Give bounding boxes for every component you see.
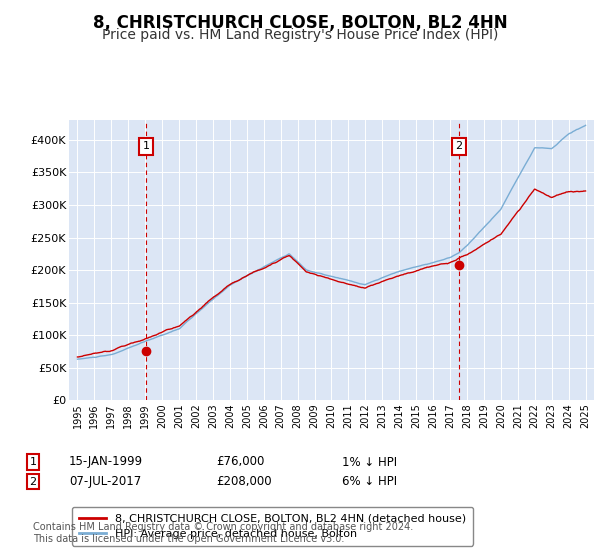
Text: £76,000: £76,000 [216, 455, 265, 469]
Text: £208,000: £208,000 [216, 475, 272, 488]
Text: 2: 2 [29, 477, 37, 487]
Text: 6% ↓ HPI: 6% ↓ HPI [342, 475, 397, 488]
Text: 15-JAN-1999: 15-JAN-1999 [69, 455, 143, 469]
Text: 1: 1 [29, 457, 37, 467]
Text: Price paid vs. HM Land Registry's House Price Index (HPI): Price paid vs. HM Land Registry's House … [102, 28, 498, 42]
Text: 1% ↓ HPI: 1% ↓ HPI [342, 455, 397, 469]
Text: 2: 2 [455, 142, 463, 151]
Text: 07-JUL-2017: 07-JUL-2017 [69, 475, 141, 488]
Legend: 8, CHRISTCHURCH CLOSE, BOLTON, BL2 4HN (detached house), HPI: Average price, det: 8, CHRISTCHURCH CLOSE, BOLTON, BL2 4HN (… [72, 507, 473, 545]
Text: 8, CHRISTCHURCH CLOSE, BOLTON, BL2 4HN: 8, CHRISTCHURCH CLOSE, BOLTON, BL2 4HN [92, 14, 508, 32]
Text: Contains HM Land Registry data © Crown copyright and database right 2024.
This d: Contains HM Land Registry data © Crown c… [33, 522, 413, 544]
Text: 1: 1 [142, 142, 149, 151]
